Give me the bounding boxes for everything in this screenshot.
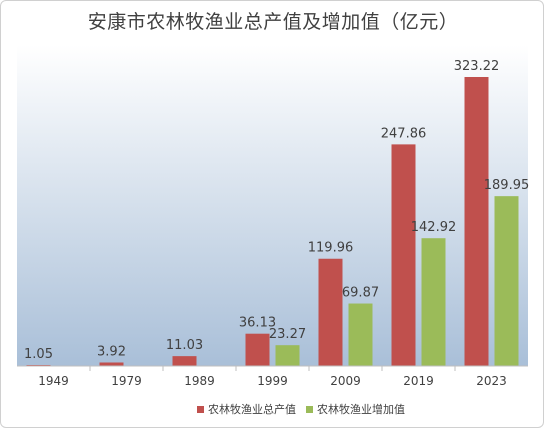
bar-total-output xyxy=(245,333,270,366)
legend-swatch-value-added xyxy=(306,405,313,413)
data-label-total-output: 3.92 xyxy=(97,344,126,359)
bar-total-output xyxy=(318,258,343,366)
x-tick-label: 2009 xyxy=(330,374,361,388)
x-tick-label: 2023 xyxy=(476,374,507,388)
bar-value-added xyxy=(421,238,446,366)
legend-item-total-output: 农林牧渔业总产值 xyxy=(197,401,296,417)
bar-value-added xyxy=(275,345,300,366)
legend: 农林牧渔业总产值 农林牧渔业增加值 xyxy=(151,401,451,417)
chart-title: 安康市农林牧渔业总产值及增加值（亿元） xyxy=(87,11,459,33)
bar-total-output xyxy=(464,77,489,366)
data-label-total-output: 1.05 xyxy=(24,347,53,362)
data-label-value-added: 23.27 xyxy=(269,327,306,342)
legend-swatch-total-output xyxy=(197,405,204,413)
data-label-total-output: 36.13 xyxy=(239,316,276,331)
data-label-value-added: 142.92 xyxy=(411,220,457,235)
data-label-total-output: 247.86 xyxy=(381,126,427,141)
x-tick-label: 1979 xyxy=(111,374,142,388)
x-tick-label: 1949 xyxy=(38,374,69,388)
data-label-value-added: 189.95 xyxy=(484,178,530,193)
x-tick-label: 2019 xyxy=(403,374,434,388)
bar-total-output xyxy=(391,144,416,366)
bar-value-added xyxy=(494,196,519,366)
bar-total-output xyxy=(172,356,197,366)
bar-total-output xyxy=(99,362,124,366)
legend-label-value-added: 农林牧渔业增加值 xyxy=(317,403,405,416)
bar-value-added xyxy=(348,303,373,366)
x-tick-label: 1999 xyxy=(257,374,288,388)
data-label-value-added: 69.87 xyxy=(342,286,379,301)
data-label-total-output: 323.22 xyxy=(454,59,500,74)
legend-label-total-output: 农林牧渔业总产值 xyxy=(208,403,296,416)
x-tick-label: 1989 xyxy=(184,374,215,388)
data-label-total-output: 11.03 xyxy=(166,338,203,353)
legend-item-value-added: 农林牧渔业增加值 xyxy=(306,401,405,417)
data-label-total-output: 119.96 xyxy=(308,241,354,256)
